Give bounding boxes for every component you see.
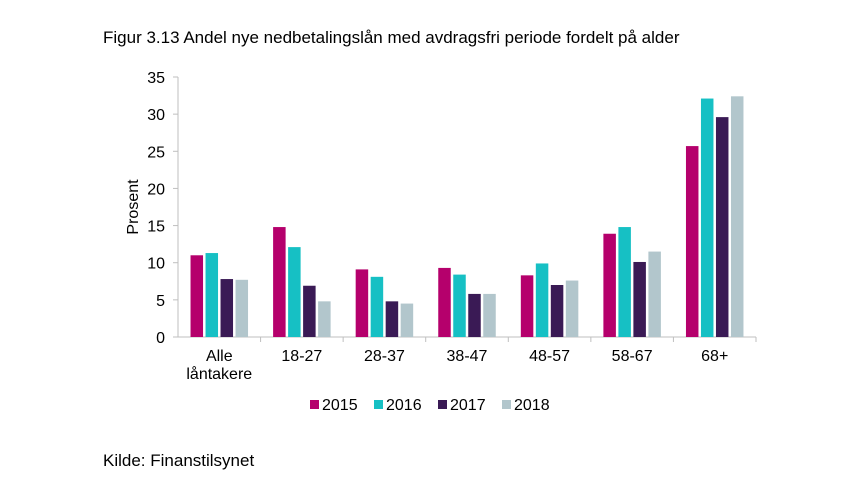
y-tick-label: 30: [147, 107, 165, 124]
figure-title: Figur 3.13 Andel nye nedbetalingslån med…: [103, 28, 680, 47]
bar-2016: [618, 227, 631, 337]
legend-label: 2018: [514, 397, 550, 414]
bar-2016: [205, 253, 219, 337]
y-tick-label: 20: [147, 181, 165, 198]
x-tick-label: 28-37: [364, 348, 405, 365]
legend-swatch-2018: [502, 400, 511, 409]
source-note: Kilde: Finanstilsynet: [103, 451, 255, 470]
x-tick-label: 38-47: [447, 348, 488, 365]
y-tick-label: 15: [147, 219, 165, 236]
legend-swatch-2015: [310, 400, 319, 409]
y-tick-label: 10: [147, 256, 165, 273]
y-tick-label: 25: [147, 144, 165, 161]
bar-2016: [288, 247, 301, 337]
bar-2016: [370, 276, 384, 337]
bar-2017: [303, 285, 316, 337]
bar-2015: [273, 227, 286, 337]
bar-2016: [453, 274, 466, 337]
y-tick-label: 5: [156, 293, 165, 310]
bar-2015: [603, 233, 616, 337]
bar-2017: [550, 285, 564, 337]
bar-2017: [633, 261, 646, 337]
y-tick-label: 0: [156, 330, 165, 347]
x-tick-label: 18-27: [281, 348, 322, 365]
y-axis-title: Prosent: [125, 179, 142, 235]
x-tick-label: Alle: [206, 348, 233, 365]
bar-2018: [730, 96, 744, 337]
bar-2016: [535, 263, 549, 337]
x-tick-label: 48-57: [529, 348, 570, 365]
bar-2017: [715, 117, 729, 337]
bar-2017: [385, 301, 399, 337]
bar-2016: [700, 98, 714, 338]
bar-2015: [438, 267, 451, 337]
bar-2017: [220, 279, 234, 337]
bar-2018: [483, 293, 496, 337]
y-tick-label: 35: [147, 70, 165, 87]
bar-2018: [648, 251, 661, 337]
bar-2018: [235, 279, 249, 337]
x-tick-label: låntakere: [186, 365, 252, 383]
legend: 2015 2016 2017 2018: [310, 397, 550, 414]
bar-2018: [318, 301, 331, 337]
legend-swatch-2017: [438, 400, 447, 409]
legend-swatch-2016: [374, 400, 383, 409]
legend-label: 2016: [386, 397, 422, 414]
bar-2018: [565, 280, 579, 337]
x-tick-label: 58-67: [612, 348, 653, 365]
bars: [190, 96, 744, 338]
bar-2018: [400, 303, 414, 337]
bar-2015: [520, 275, 534, 337]
bar-2015: [190, 255, 204, 337]
bar-2015: [685, 146, 699, 337]
legend-label: 2017: [450, 397, 486, 414]
x-tick-label: 68+: [701, 348, 728, 365]
bar-2017: [468, 293, 481, 337]
y-axis: 0 5 10 15 20 25 30 35 Prosent: [125, 70, 179, 347]
bar-2015: [355, 269, 369, 337]
legend-label: 2015: [322, 397, 358, 414]
